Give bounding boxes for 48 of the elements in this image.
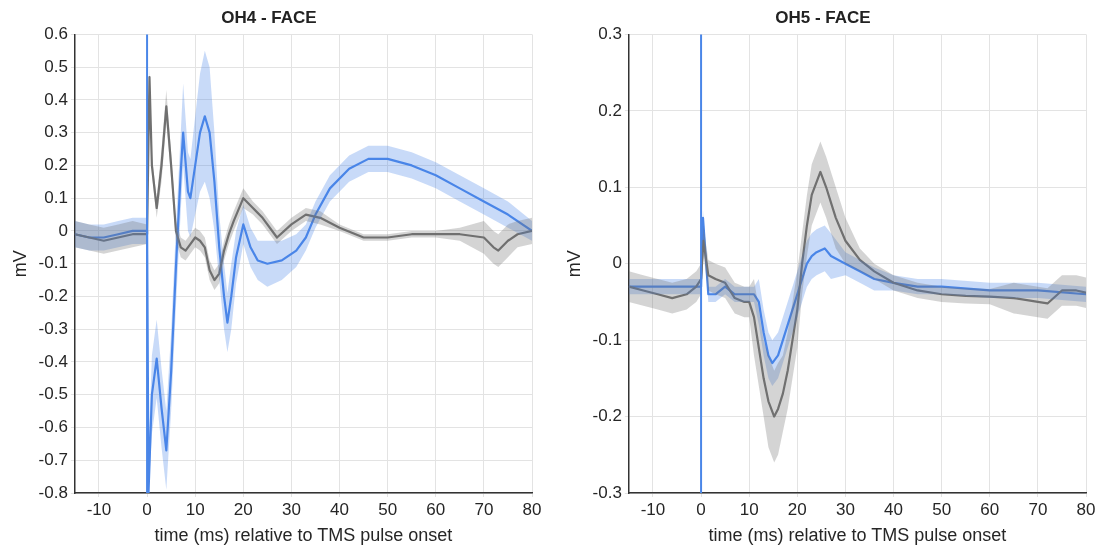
chart-title: OH5 - FACE <box>775 7 871 27</box>
y-tick-label: 0.6 <box>44 24 68 44</box>
x-tick-label: 30 <box>281 499 301 519</box>
y-tick-label: 0.3 <box>598 24 622 44</box>
y-tick-label: -0.5 <box>38 384 68 404</box>
x-tick-label: 30 <box>835 499 855 519</box>
y-tick-label: -0.3 <box>592 482 622 502</box>
x-tick-label: 0 <box>142 499 152 519</box>
x-tick-label: 20 <box>233 499 253 519</box>
y-tick-label: -0.7 <box>38 449 68 469</box>
x-tick-label: -10 <box>640 499 666 519</box>
x-tick-label: 70 <box>474 499 494 519</box>
y-tick-label: -0.4 <box>38 351 68 371</box>
y-tick-label: -0.3 <box>38 318 68 338</box>
y-tick-label: -0.1 <box>38 253 68 273</box>
y-tick-label: -0.6 <box>38 417 68 437</box>
y-tick-label: -0.1 <box>592 329 622 349</box>
x-axis-title: time (ms) relative to TMS pulse onset <box>154 525 453 546</box>
y-tick-label: -0.2 <box>38 286 68 306</box>
y-tick-label: 0.1 <box>44 187 68 207</box>
x-tick-label: 40 <box>884 499 903 519</box>
x-tick-label: 40 <box>330 499 349 519</box>
x-tick-label: -10 <box>86 499 112 519</box>
x-tick-label: 70 <box>1028 499 1048 519</box>
y-tick-label: 0.5 <box>44 56 68 76</box>
y-tick-label: 0.1 <box>598 176 622 196</box>
x-tick-label: 10 <box>185 499 205 519</box>
x-tick-label: 60 <box>426 499 446 519</box>
y-tick-label: 0.4 <box>44 89 68 109</box>
x-axis-title: time (ms) relative to TMS pulse onset <box>708 525 1007 546</box>
x-tick-label: 10 <box>739 499 759 519</box>
y-tick-label: 0 <box>58 220 68 240</box>
y-tick-label: 0 <box>612 253 622 273</box>
x-tick-label: 60 <box>980 499 1000 519</box>
x-tick-label: 0 <box>696 499 706 519</box>
y-tick-label: 0.2 <box>44 155 68 175</box>
y-tick-label: -0.2 <box>592 406 622 426</box>
y-tick-label: -0.8 <box>38 482 68 502</box>
x-tick-label: 50 <box>378 499 398 519</box>
chart-title: OH4 - FACE <box>221 7 317 27</box>
x-tick-label: 50 <box>932 499 952 519</box>
y-tick-label: 0.2 <box>598 100 622 120</box>
y-axis-title: mV <box>563 250 584 278</box>
x-tick-label: 80 <box>522 499 542 519</box>
x-tick-label: 20 <box>787 499 807 519</box>
y-axis-title: mV <box>9 250 30 278</box>
y-tick-label: 0.3 <box>44 122 68 142</box>
x-tick-label: 80 <box>1076 499 1096 519</box>
